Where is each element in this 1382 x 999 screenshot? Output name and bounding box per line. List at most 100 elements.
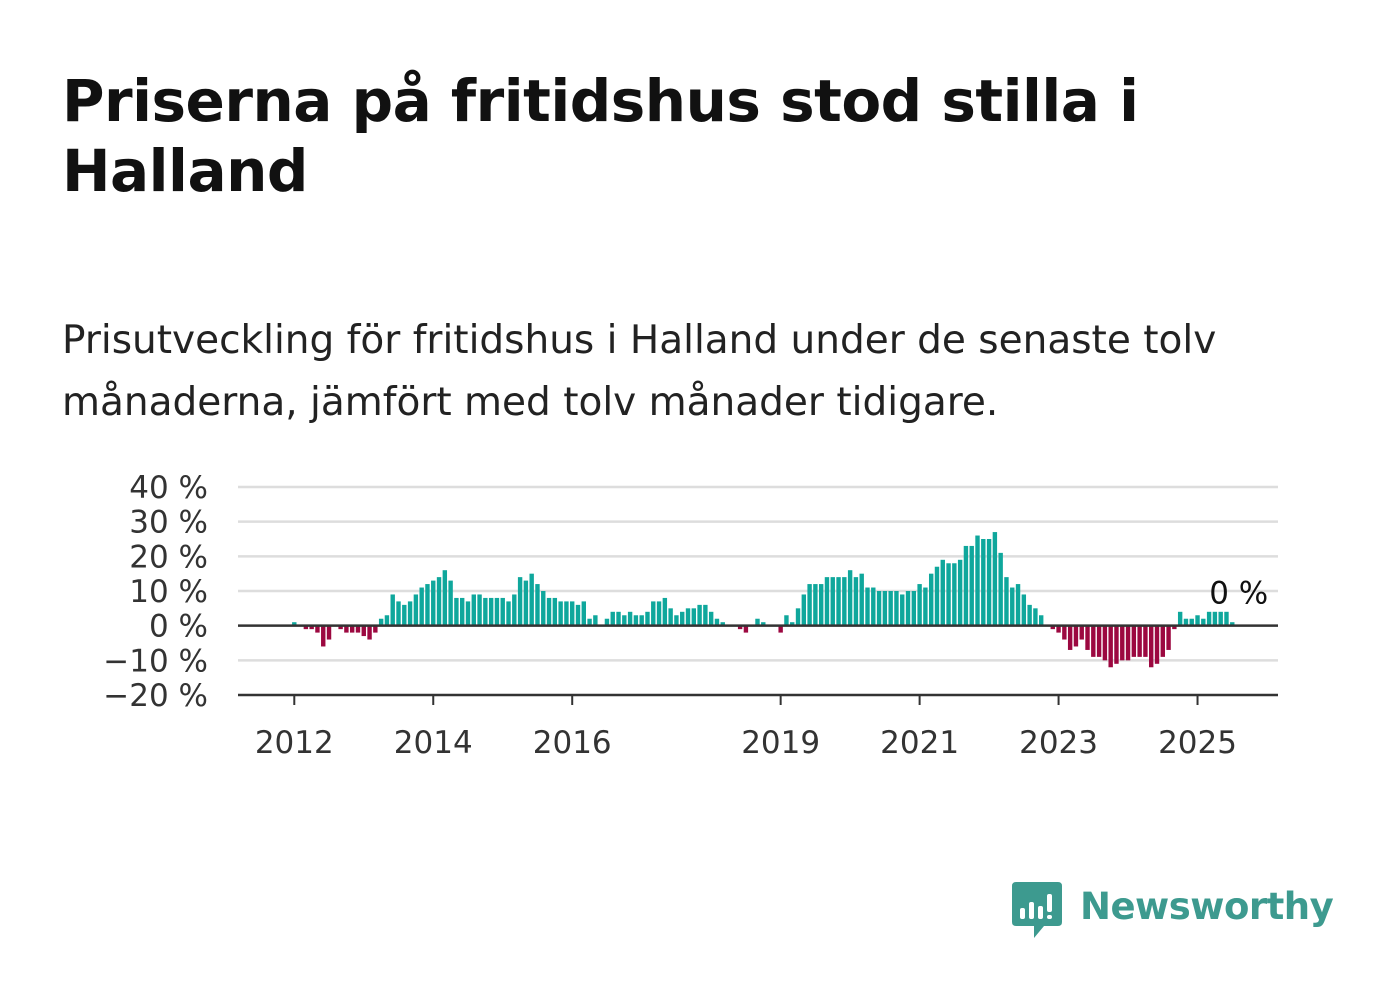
- bar: [703, 604, 708, 626]
- bar: [986, 539, 992, 626]
- bar: [500, 597, 505, 626]
- bar: [442, 570, 448, 626]
- bar: [604, 618, 610, 626]
- bar: [471, 594, 476, 626]
- bar: [662, 597, 668, 626]
- bar: [529, 573, 534, 626]
- bar: [1149, 625, 1154, 668]
- bar: [1120, 625, 1125, 661]
- bar: [928, 573, 934, 626]
- bar: [1137, 625, 1142, 657]
- bar: [1166, 625, 1171, 650]
- bar: [315, 625, 320, 633]
- bar: [1114, 625, 1119, 664]
- bar: [483, 597, 488, 626]
- y-tick-label: −10 %: [103, 643, 208, 679]
- gridlines: [238, 485, 1278, 662]
- bar: [784, 615, 789, 626]
- bar: [639, 615, 644, 626]
- bar: [309, 625, 314, 630]
- bar: [610, 611, 615, 626]
- x-tick-label: 2021: [880, 725, 959, 761]
- x-tick-label: 2019: [741, 725, 820, 761]
- bar: [523, 580, 529, 626]
- bar: [575, 604, 581, 626]
- bar: [535, 584, 540, 626]
- bar: [755, 618, 760, 626]
- bar: [894, 591, 899, 626]
- bar: [413, 594, 419, 626]
- bar: [853, 577, 859, 626]
- bar: [1177, 611, 1183, 626]
- bar: [923, 587, 928, 626]
- bar: [321, 625, 326, 647]
- bar: [946, 563, 951, 626]
- newsworthy-logo-icon: [1012, 882, 1062, 938]
- bar: [465, 601, 471, 626]
- bar: [506, 601, 511, 626]
- bar: [645, 611, 650, 626]
- bar: [355, 625, 361, 633]
- bar: [981, 539, 986, 626]
- chart-subtitle: Prisutveckling för fritidshus i Halland …: [62, 318, 1217, 425]
- bar: [680, 611, 685, 626]
- x-tick-label: 2012: [255, 725, 334, 761]
- bar: [361, 625, 366, 637]
- bar: [865, 587, 870, 626]
- bar: [801, 594, 807, 626]
- bar: [969, 545, 974, 626]
- bar: [871, 587, 876, 626]
- bar: [824, 577, 830, 626]
- bar: [888, 591, 893, 626]
- bar: [587, 618, 592, 626]
- bar: [425, 584, 430, 626]
- bar: [541, 591, 546, 626]
- bar: [795, 608, 801, 626]
- bar: [813, 584, 818, 626]
- bar: [1085, 625, 1090, 650]
- bar: [876, 591, 882, 626]
- bar: [546, 597, 552, 626]
- bar: [1183, 618, 1189, 626]
- bar: [454, 597, 459, 626]
- bar: [737, 625, 743, 630]
- bar: [558, 601, 563, 626]
- bar: [1021, 594, 1027, 626]
- bar: [1131, 625, 1137, 657]
- bar: [651, 601, 656, 626]
- bar: [1172, 625, 1177, 630]
- bar: [998, 552, 1003, 626]
- bar-chart: 40 %30 %20 %10 %0 %−10 %−20 %2012 2014 201…: [103, 470, 1278, 761]
- bar: [761, 622, 766, 626]
- bar: [1189, 618, 1194, 626]
- bar: [1206, 611, 1212, 626]
- bar: [552, 597, 558, 626]
- bar: [407, 601, 413, 626]
- bar: [778, 625, 783, 633]
- bar: [593, 615, 598, 626]
- bar: [494, 597, 500, 626]
- bar: [714, 618, 720, 626]
- bar: [326, 625, 332, 640]
- bar: [668, 608, 673, 626]
- bar: [685, 608, 691, 626]
- x-tick-label: 2023: [1019, 725, 1098, 761]
- bar: [390, 594, 395, 626]
- bar: [900, 594, 905, 626]
- bar: [790, 622, 795, 626]
- bar: [992, 532, 998, 626]
- bar: [1073, 625, 1079, 647]
- bar: [1004, 577, 1009, 626]
- bar: [674, 615, 679, 626]
- bar: [847, 570, 853, 626]
- newsworthy-brand[interactable]: Newsworthy: [1012, 878, 1334, 940]
- bar: [512, 594, 517, 626]
- bar: [488, 597, 494, 626]
- bar: [743, 625, 749, 633]
- y-tick-label: 40 %: [129, 470, 208, 506]
- bar: [303, 625, 309, 630]
- bar: [952, 563, 957, 626]
- x-tick-label: 2016: [533, 725, 612, 761]
- bar: [1224, 611, 1229, 626]
- y-tick-label: 10 %: [129, 574, 208, 610]
